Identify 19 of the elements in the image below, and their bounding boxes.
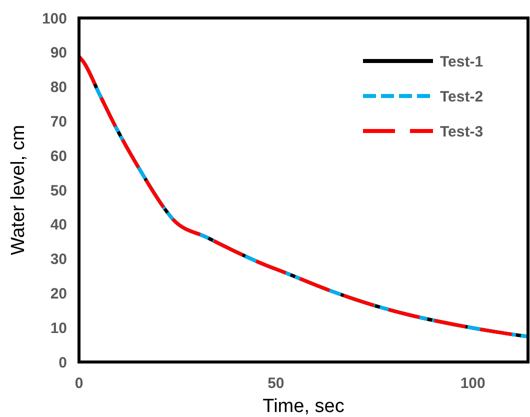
y-tick-label: 40 — [50, 216, 67, 234]
legend-label: Test-2 — [440, 88, 484, 106]
y-tick-label: 100 — [42, 10, 67, 28]
y-tick-label: 20 — [50, 285, 67, 302]
y-tick-label: 0 — [58, 354, 67, 372]
x-tick-label: 0 — [74, 375, 84, 392]
x-tick-label: 100 — [460, 375, 486, 392]
y-tick-label: 90 — [50, 44, 67, 62]
y-tick-label: 50 — [50, 182, 67, 200]
legend-label: Test-3 — [440, 123, 484, 140]
y-tick-label: 70 — [50, 113, 67, 130]
y-tick-label: 80 — [50, 79, 67, 96]
legend-label: Test-1 — [440, 53, 484, 70]
y-tick-label: 60 — [50, 148, 67, 165]
x-axis-title: Time, sec — [262, 396, 344, 417]
y-axis-title: Water level, cm — [8, 124, 29, 256]
y-tick-label: 10 — [50, 320, 67, 337]
y-tick-label: 30 — [50, 251, 67, 268]
x-tick-label: 50 — [268, 375, 284, 392]
